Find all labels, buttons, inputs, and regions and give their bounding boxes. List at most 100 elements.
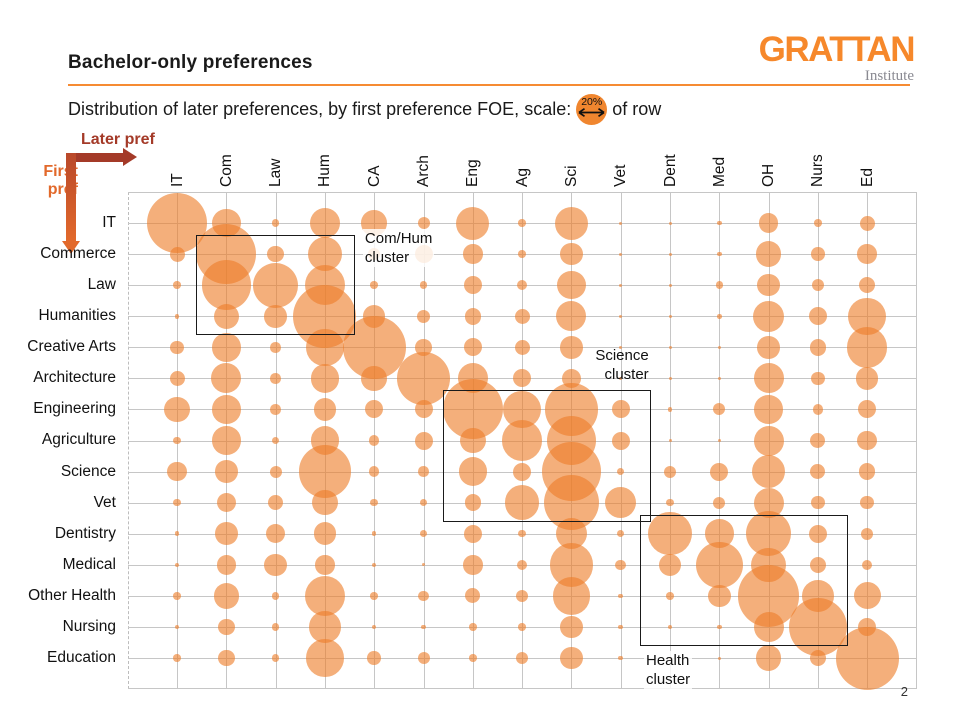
row-label-science: Science (60, 462, 116, 480)
bubble-Other Health-Arch (418, 590, 429, 602)
bubble-Other Health-Law (271, 592, 280, 600)
bubble-Creative Arts-Arch (415, 339, 432, 356)
bubble-IT-OH (758, 213, 779, 233)
bubble-Science-Hum (298, 445, 352, 498)
bubble-IT-Dent (668, 221, 672, 225)
bubble-Engineering-Vet (611, 400, 630, 419)
bubble-Dentistry-Com (215, 522, 238, 545)
col-label-hum: Hum (316, 154, 334, 187)
bubble-Architecture-Ag (513, 369, 532, 388)
cluster-label-comhum: Com/Hum cluster (362, 229, 435, 268)
bubble-Creative Arts-Vet (619, 345, 623, 349)
bubble-Engineering-Arch (414, 400, 433, 419)
bubble-Science-Dent (664, 465, 676, 478)
cluster-label-line: Com/Hum (364, 230, 433, 248)
cluster-label-line: Science (595, 347, 649, 365)
cluster-label-line: cluster (604, 366, 649, 384)
bubble-Architecture-Com (211, 363, 242, 394)
bubble-Medical-CA (371, 562, 377, 567)
bubble-Architecture-IT (169, 370, 185, 386)
bubble-Nursing-Vet (618, 624, 623, 630)
bubble-Medical-IT (174, 562, 180, 567)
row-label-law: Law (87, 276, 116, 294)
bubble-Other Health-Com (213, 583, 239, 609)
bubble-Nursing-Com (218, 618, 235, 636)
bubble-IT-Law (271, 219, 280, 227)
bubble-Law-Com (201, 260, 251, 310)
bubble-Vet-Med (713, 496, 726, 509)
bubble-Commerce-OH (755, 241, 782, 267)
row-label-architecture: Architecture (33, 369, 116, 387)
bubble-Medical-Vet (615, 559, 626, 570)
bubble-Agriculture-OH (753, 425, 784, 456)
col-label-dent: Dent (661, 154, 679, 187)
row-label-engineering: Engineering (33, 400, 116, 418)
bubble-Creative Arts-IT (170, 340, 184, 354)
bubble-Humanities-Dent (668, 314, 672, 318)
bubble-Commerce-Ed (857, 244, 877, 264)
bubble-Architecture-Hum (310, 364, 340, 393)
bubble-Medical-Nurs (809, 556, 827, 573)
bubble-Agriculture-IT (173, 436, 181, 445)
bubble-Dentistry-Eng (463, 524, 482, 543)
subtitle-prefix: Distribution of later preferences, by fi… (68, 98, 572, 119)
bubble-Engineering-Com (212, 395, 241, 424)
bubble-Law-OH (757, 273, 780, 297)
cluster-label-science: Science cluster (491, 346, 651, 384)
bubble-Law-IT (173, 281, 181, 289)
bubble-Other Health-Eng (465, 588, 481, 604)
row-label-medical: Medical (62, 555, 116, 573)
bubble-Education-Arch (417, 652, 430, 664)
bubble-Medical-Com (216, 555, 236, 575)
bubble-IT-Sci (554, 206, 588, 240)
scale-arrow-icon (578, 107, 605, 117)
bubble-Commerce-Dent (668, 252, 672, 256)
bubble-Humanities-Ag (514, 308, 530, 324)
bubble-Nursing-Eng (469, 623, 477, 631)
first-pref-arrow-icon (62, 153, 80, 254)
bubble-Law-Sci (557, 270, 586, 300)
bubble-Engineering-Med (713, 403, 726, 416)
bubble-Other Health-Ed (853, 582, 881, 610)
bubble-Medical-Hum (315, 555, 335, 575)
bubble-Science-OH (752, 455, 786, 489)
col-label-it: IT (168, 173, 186, 187)
bubble-Dentistry-Nurs (808, 524, 827, 543)
bubble-Medical-Eng (463, 555, 483, 575)
bubble-Vet-IT (173, 498, 181, 507)
bubble-IT-Ag (518, 219, 526, 227)
page-title: Bachelor-only preferences (68, 52, 313, 73)
bubble-Architecture-OH (753, 363, 784, 394)
col-label-arch: Arch (415, 155, 432, 187)
subtitle: Distribution of later preferences, by fi… (68, 92, 661, 126)
row-label-commerce: Commerce (40, 245, 116, 263)
bubble-Dentistry-Ag (518, 529, 526, 538)
bubble-Dentistry-Hum (313, 522, 337, 545)
bubble-Science-Com (215, 460, 238, 483)
bubble-Other Health-Hum (304, 575, 346, 617)
bubble-Commerce-Nurs (811, 247, 825, 261)
bubble-Law-Ag (516, 279, 528, 291)
bubble-Engineering-Ed (858, 400, 877, 419)
bubble-IT-Ed (859, 215, 875, 231)
bubble-IT-Vet (619, 221, 623, 225)
bubble-Other Health-Ag (516, 589, 529, 602)
bubble-Commerce-Vet (619, 252, 623, 256)
bubble-Creative Arts-Com (212, 333, 241, 362)
subtitle-suffix: of row (612, 98, 662, 119)
bubble-Creative Arts-Ed (846, 327, 888, 368)
bubble-Other Health-Sci (552, 577, 591, 615)
bubble-IT-Med (717, 220, 722, 226)
bubble-Science-Ed (858, 463, 876, 480)
bubble-Education-Com (218, 649, 235, 667)
bubble-Vet-Law (268, 495, 284, 511)
bubble-Nursing-Med (717, 624, 722, 630)
row-label-vet: Vet (93, 493, 116, 511)
bubble-Vet-Ed (860, 495, 874, 510)
bubble-Vet-Ag (504, 485, 540, 520)
bubble-Humanities-Med (717, 314, 722, 319)
row-label-it: IT (102, 214, 116, 231)
bubble-Nursing-Law (271, 623, 280, 631)
bubble-Law-Vet (619, 283, 623, 287)
